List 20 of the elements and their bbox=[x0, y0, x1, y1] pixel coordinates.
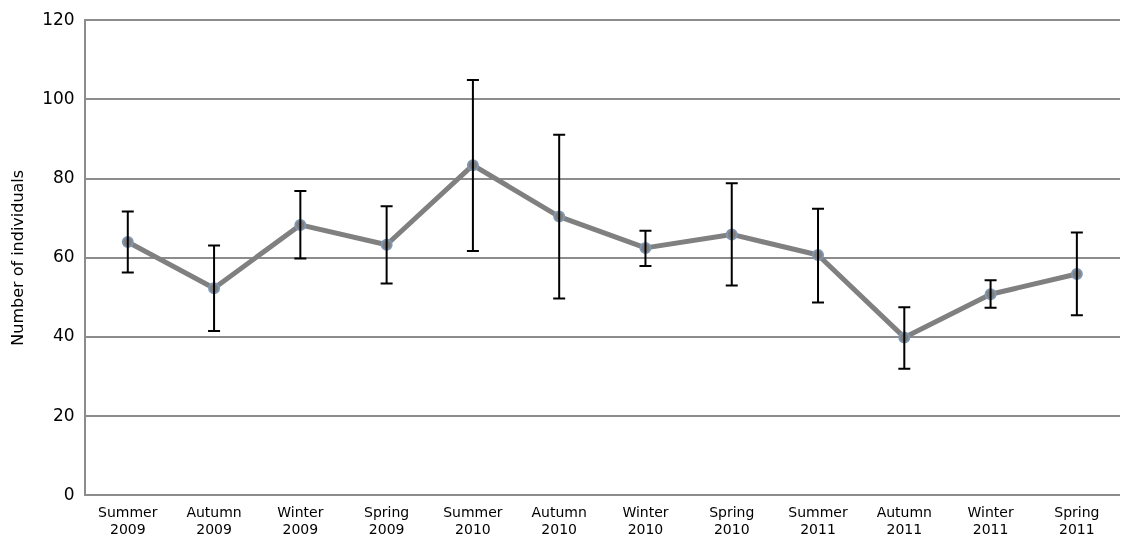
y-tick-label: 120 bbox=[42, 8, 75, 29]
y-tick-label: 100 bbox=[42, 87, 75, 108]
y-tick-label: 40 bbox=[53, 325, 75, 346]
x-tick-label: Spring 2011 bbox=[1054, 504, 1100, 538]
x-tick-label: Autumn 2011 bbox=[876, 504, 932, 538]
x-tick-label: Autumn 2009 bbox=[186, 504, 242, 538]
x-tick-label: Autumn 2010 bbox=[531, 504, 587, 538]
x-tick-label: Summer 2009 bbox=[98, 504, 158, 538]
y-tick-label: 0 bbox=[63, 483, 75, 504]
y-tick-label: 20 bbox=[53, 404, 75, 425]
y-tick-label: 80 bbox=[53, 167, 75, 188]
x-tick-label: Summer 2011 bbox=[788, 504, 848, 538]
x-tick-label: Winter 2009 bbox=[277, 504, 324, 538]
y-tick-label: 60 bbox=[53, 246, 75, 267]
x-tick-label: Spring 2009 bbox=[364, 504, 410, 538]
y-axis-title: Number of individuals bbox=[7, 169, 27, 346]
x-tick-label: Summer 2010 bbox=[443, 504, 503, 538]
x-tick-label: Winter 2010 bbox=[622, 504, 669, 538]
x-tick-label: Winter 2011 bbox=[967, 504, 1014, 538]
x-tick-label: Spring 2010 bbox=[709, 504, 755, 538]
